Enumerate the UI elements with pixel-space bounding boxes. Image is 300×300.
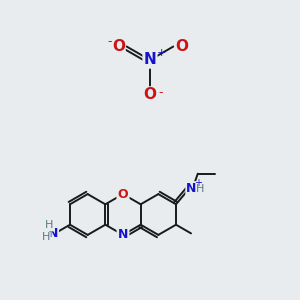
Text: H: H [196,184,205,194]
Text: O: O [175,39,188,54]
Text: H: H [45,220,53,230]
Text: N: N [118,228,128,242]
Text: N: N [48,227,58,240]
Text: O: O [112,39,125,54]
Text: +: + [157,48,166,59]
Text: +: + [194,178,202,188]
Text: H: H [41,232,50,242]
Text: O: O [118,188,128,201]
Text: N: N [144,52,156,68]
Text: O: O [143,87,157,102]
Text: -: - [158,86,163,100]
Text: N: N [186,182,197,195]
Text: -: - [107,34,112,48]
